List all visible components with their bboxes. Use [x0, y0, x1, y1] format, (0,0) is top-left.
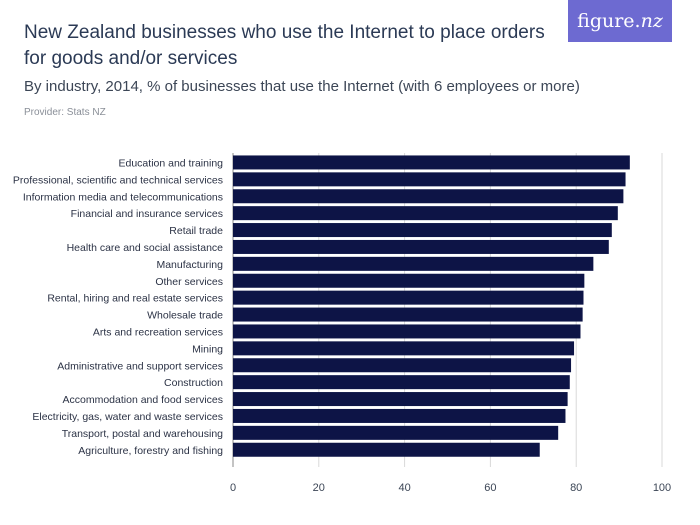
x-tick-label: 80 — [570, 482, 582, 494]
category-label: Administrative and support services — [57, 360, 223, 372]
bar — [233, 358, 572, 373]
category-label: Construction — [164, 377, 223, 389]
bar — [233, 223, 612, 238]
bar — [233, 273, 585, 288]
x-tick-label: 60 — [484, 482, 496, 494]
chart-subtitle: By industry, 2014, % of businesses that … — [24, 78, 580, 95]
category-label: Electricity, gas, water and waste servic… — [32, 411, 223, 423]
category-label: Agriculture, forestry and fishing — [78, 445, 223, 457]
x-tick-label: 0 — [230, 482, 236, 494]
category-label: Education and training — [119, 157, 224, 169]
bar — [233, 239, 609, 254]
x-tick-label: 100 — [653, 482, 671, 494]
category-label: Professional, scientific and technical s… — [13, 174, 223, 186]
bar — [233, 189, 624, 204]
bar — [233, 290, 584, 305]
category-label: Accommodation and food services — [63, 394, 224, 406]
bar — [233, 324, 581, 339]
bar — [233, 155, 630, 170]
bar — [233, 307, 583, 322]
bar — [233, 425, 559, 440]
category-label: Rental, hiring and real estate services — [47, 293, 223, 305]
x-tick-label: 40 — [398, 482, 410, 494]
logo-main-text: figure. — [577, 10, 641, 32]
bar — [233, 172, 626, 187]
category-label: Wholesale trade — [147, 310, 223, 322]
x-tick-label: 20 — [313, 482, 325, 494]
category-label: Mining — [192, 343, 223, 355]
bar — [233, 375, 570, 390]
provider-label: Provider: Stats NZ — [24, 107, 106, 118]
bar — [233, 442, 540, 457]
bar — [233, 256, 594, 271]
category-label: Information media and telecommunications — [23, 191, 223, 203]
figure-nz-logo[interactable]: figure. nz — [568, 0, 672, 42]
bar — [233, 206, 618, 221]
logo-suffix-text: nz — [640, 10, 663, 32]
category-label: Arts and recreation services — [93, 326, 223, 338]
category-label: Financial and insurance services — [71, 208, 223, 220]
category-label: Transport, postal and warehousing — [62, 428, 223, 440]
bar — [233, 341, 575, 356]
bar — [233, 408, 566, 423]
category-label: Health care and social assistance — [67, 242, 224, 254]
category-label: Other services — [155, 276, 223, 288]
category-label: Retail trade — [169, 225, 223, 237]
bar — [233, 392, 568, 407]
category-label: Manufacturing — [156, 259, 223, 271]
chart-title: New Zealand businesses who use the Inter… — [24, 22, 545, 69]
